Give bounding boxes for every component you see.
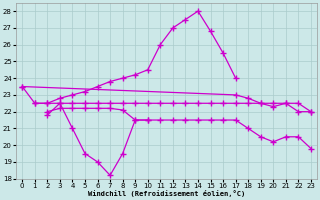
- X-axis label: Windchill (Refroidissement éolien,°C): Windchill (Refroidissement éolien,°C): [88, 190, 245, 197]
